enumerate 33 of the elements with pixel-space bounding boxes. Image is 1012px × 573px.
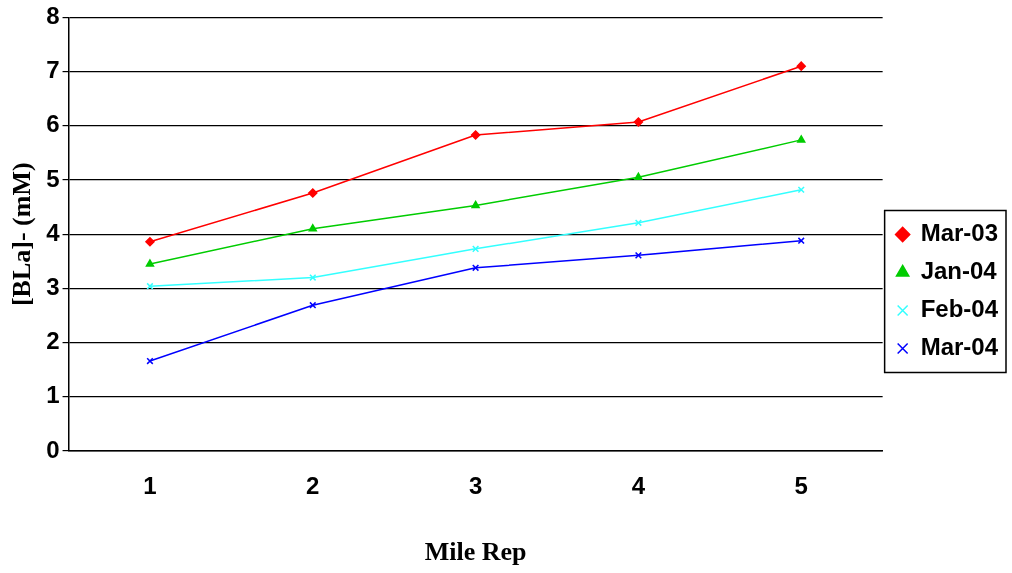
- point: [308, 224, 317, 232]
- legend-label: Mar-04: [920, 333, 999, 361]
- y-tick-label: 0: [46, 435, 60, 463]
- point: [145, 259, 155, 267]
- y-axis-title: [BLa]- (mM): [7, 162, 37, 307]
- point: [471, 200, 480, 209]
- point: [797, 135, 806, 143]
- point: [470, 130, 481, 140]
- y-tick-label: 8: [46, 2, 60, 30]
- y-tick-label: 6: [46, 110, 60, 138]
- x-tick-label: 4: [631, 472, 646, 500]
- x-tick-label: 5: [794, 472, 808, 500]
- y-tick-label: 2: [46, 327, 60, 355]
- legend-label: Mar-03: [920, 219, 999, 247]
- point: [146, 357, 154, 365]
- point: [634, 172, 643, 181]
- y-tick-label: 3: [46, 273, 60, 301]
- x-tick-label: 2: [306, 472, 320, 500]
- point: [797, 186, 805, 194]
- point: [308, 188, 318, 198]
- y-tick-label: 5: [46, 164, 60, 192]
- x-tick-label: 3: [468, 472, 483, 500]
- x-axis-title: Mile Rep: [424, 537, 527, 567]
- y-tick-label: 4: [46, 218, 61, 246]
- y-tick-label: 1: [46, 381, 60, 409]
- y-tick-label: 7: [46, 56, 60, 84]
- legend-label: Feb-04: [920, 295, 999, 323]
- x-tick-label: 1: [143, 472, 157, 500]
- legend-label: Jan-04: [920, 257, 998, 285]
- point: [145, 237, 155, 247]
- point: [309, 301, 317, 309]
- point: [796, 61, 806, 71]
- point: [633, 117, 644, 127]
